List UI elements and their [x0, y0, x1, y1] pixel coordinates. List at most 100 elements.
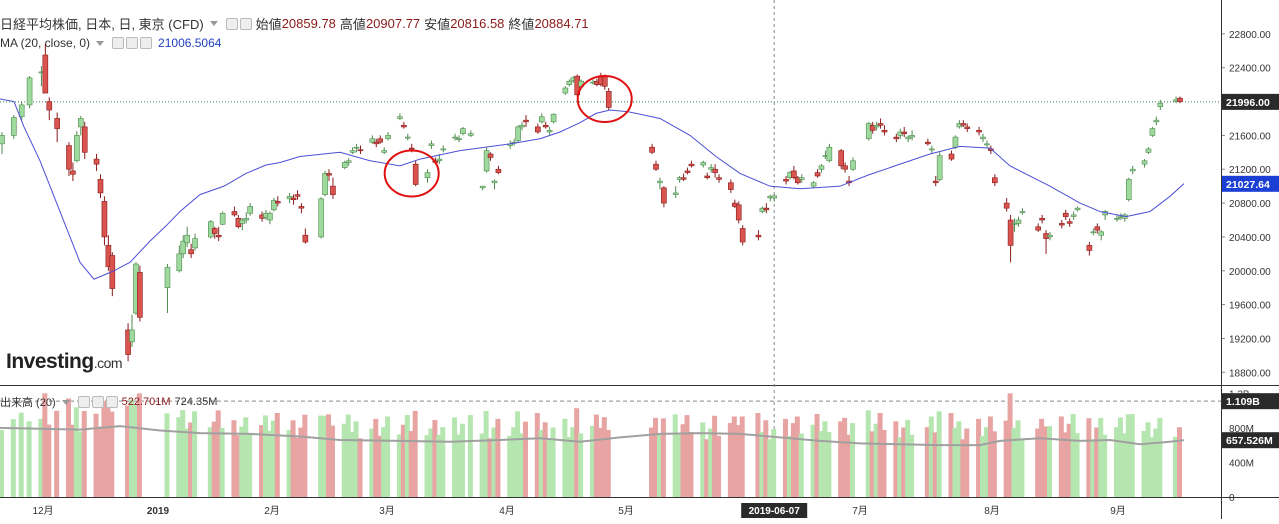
volume-bar [132, 404, 138, 497]
close-label: 終値 [508, 17, 535, 32]
eye-icon[interactable] [112, 37, 125, 49]
candle-body [330, 185, 336, 195]
volume-bar [546, 438, 552, 497]
volume-bar [302, 414, 308, 497]
y-tick-label: 18800.00 [1229, 368, 1271, 379]
candle-body [708, 167, 714, 170]
volume-value-1: 522.701M [121, 396, 171, 408]
open-value: 20859.78 [281, 16, 336, 31]
candle-body [322, 173, 328, 195]
chevron-down-icon[interactable] [209, 21, 218, 26]
candle-body [286, 196, 293, 200]
candle-body [188, 249, 194, 255]
candle-body [653, 163, 659, 170]
price-header: 日経平均株価, 日本, 日, 東京 (CFD) 始値 20859.78 高値 209… [0, 14, 589, 33]
candle-body [381, 150, 387, 153]
volume-bar [377, 435, 383, 497]
volume-bar [101, 401, 107, 497]
candle-body [909, 135, 915, 138]
volume-last-badge-box [1222, 393, 1279, 410]
volume-bar [767, 439, 773, 497]
candle-body [1035, 226, 1041, 231]
y-tick-label: 19600.00 [1229, 301, 1271, 312]
volume-bar [980, 435, 986, 497]
volume-ma-line [0, 425, 1185, 447]
candle-body [928, 148, 935, 151]
volume-bar [176, 417, 182, 497]
volume-bar [956, 421, 962, 497]
volume-bar [353, 421, 359, 497]
volume-bar [550, 427, 556, 497]
candle-body [456, 138, 462, 141]
candle-body [519, 124, 525, 128]
chevron-down-icon[interactable] [96, 40, 105, 46]
candle-body [1149, 128, 1156, 136]
volume-bar [290, 420, 296, 497]
candle-body [684, 170, 691, 173]
candle-body [893, 136, 900, 140]
x-tick-label: 8月 [984, 505, 1000, 517]
candle-body [404, 136, 411, 139]
volume-bar [239, 426, 245, 497]
candle-body [267, 212, 273, 221]
volume-bar [905, 419, 911, 497]
candle-body [1015, 219, 1022, 224]
x-tick-label: 12月 [32, 505, 53, 517]
volume-bar [814, 414, 820, 497]
volume-bar [487, 438, 493, 497]
close-icon[interactable] [140, 37, 153, 49]
candle-body [976, 130, 982, 133]
investing-logo: Investing.com [6, 350, 123, 373]
candle-body [877, 123, 884, 126]
volume-header: 出来高 (20) 522.701M 724.35M [0, 394, 217, 410]
gear-icon[interactable] [91, 396, 104, 408]
candle-body [373, 141, 380, 145]
y-tick-label: 20800.00 [1229, 199, 1271, 210]
candle-body [243, 218, 250, 221]
candle-body [97, 179, 104, 194]
candle-body [980, 136, 986, 140]
volume-bar [404, 415, 410, 497]
x-tick-label: 3月 [379, 505, 395, 517]
candle-body [42, 54, 49, 94]
candle-body [483, 150, 490, 172]
candle-body [925, 141, 931, 145]
volume-bar [759, 432, 765, 497]
volume-bar [467, 415, 473, 497]
volume-bar [794, 416, 800, 497]
annotation-circle [383, 149, 440, 198]
gear-icon[interactable] [239, 17, 252, 30]
close-icon[interactable] [105, 396, 118, 408]
volume-bar [522, 421, 528, 497]
candle-body [763, 207, 770, 211]
candle-body [77, 118, 84, 128]
volume-bar [73, 407, 79, 497]
volume-bar [1058, 416, 1064, 497]
candle-body [672, 192, 679, 195]
volume-bar [97, 426, 103, 497]
eye-icon[interactable] [225, 17, 238, 30]
volume-bar [542, 422, 548, 497]
volume-bar [597, 427, 603, 497]
candle-body [1153, 119, 1160, 123]
volume-bar [846, 434, 852, 497]
chevron-down-icon[interactable] [61, 399, 70, 405]
volume-bar [589, 425, 595, 497]
volume-bar [456, 434, 462, 497]
volume-bar [1149, 437, 1155, 497]
volume-bar [676, 434, 682, 497]
volume-bar [385, 416, 391, 497]
volume-bar [1098, 417, 1104, 497]
crosshair-date-box [741, 503, 808, 518]
volume-bar [136, 393, 142, 497]
gear-icon[interactable] [126, 37, 139, 49]
eye-icon[interactable] [77, 396, 90, 408]
volume-bar [893, 421, 899, 497]
volume-bar [869, 431, 875, 497]
candle-body [46, 101, 53, 111]
candle-body [215, 234, 222, 238]
volume-bar [1007, 393, 1013, 497]
candle-body [274, 201, 281, 204]
candle-body [700, 162, 707, 166]
